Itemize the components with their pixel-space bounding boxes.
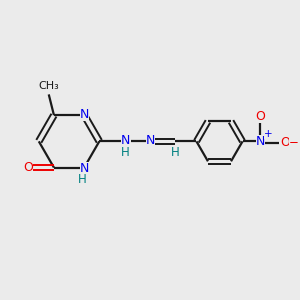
Text: +: + <box>264 129 273 139</box>
Text: N: N <box>256 135 266 148</box>
Text: O: O <box>280 136 290 149</box>
Text: −: − <box>289 136 298 149</box>
Text: N: N <box>80 108 89 121</box>
Text: N: N <box>121 134 130 147</box>
Text: H: H <box>77 173 86 186</box>
Text: N: N <box>146 134 155 147</box>
Text: H: H <box>170 146 179 159</box>
Text: CH₃: CH₃ <box>38 81 59 91</box>
Text: H: H <box>121 146 129 159</box>
Text: O: O <box>23 161 33 174</box>
Text: N: N <box>80 162 89 175</box>
Text: O: O <box>256 110 265 123</box>
